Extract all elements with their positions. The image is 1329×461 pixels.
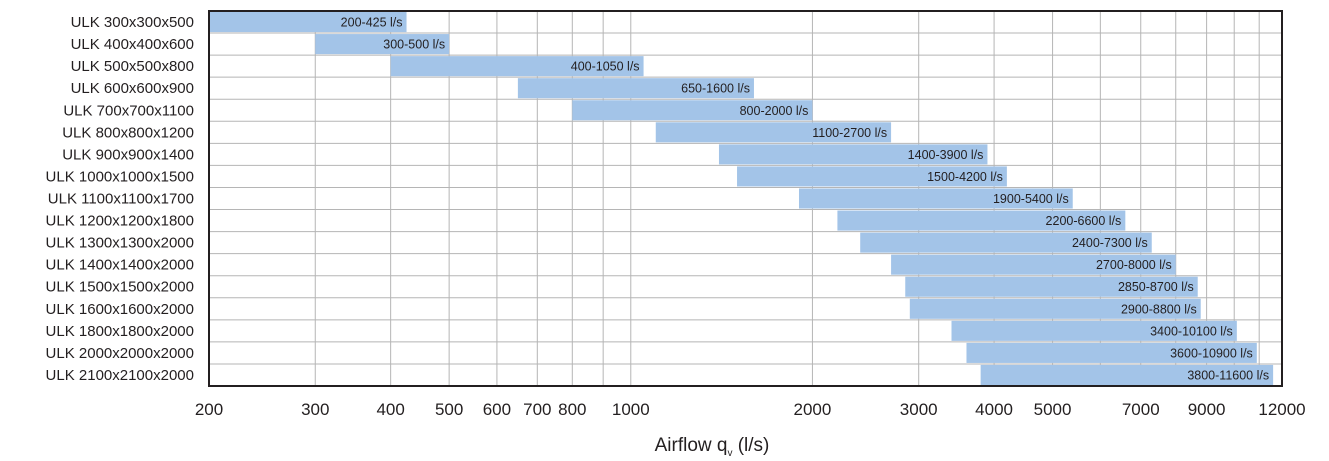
bar-data-label: 2850-8700 l/s bbox=[1118, 280, 1194, 294]
bar-labels: 200-425 l/s 300-500 l/s 400-1050 l/s 650-16… bbox=[341, 16, 1269, 383]
x-tick-label: 2000 bbox=[794, 400, 832, 419]
x-tick-label: 3000 bbox=[900, 400, 938, 419]
range-bar bbox=[905, 276, 1198, 297]
range-bar bbox=[966, 342, 1257, 363]
bar-data-label: 400-1050 l/s bbox=[571, 60, 640, 74]
bar-data-label: 1100-2700 l/s bbox=[812, 126, 887, 140]
range-bar bbox=[837, 210, 1126, 231]
range-bar bbox=[980, 364, 1274, 385]
category-label: ULK 1100x1100x1700 bbox=[48, 191, 194, 208]
range-bar bbox=[655, 122, 892, 143]
x-tick-label: 1000 bbox=[612, 400, 650, 419]
category-label: ULK 300x300x500 bbox=[71, 14, 194, 31]
category-label: ULK 800x800x1200 bbox=[62, 124, 194, 141]
category-label: ULK 1000x1000x1500 bbox=[46, 168, 194, 185]
x-tick-label: 800 bbox=[558, 400, 586, 419]
category-label: ULK 700x700x1100 bbox=[63, 102, 194, 119]
range-bar bbox=[517, 78, 754, 99]
range-bar bbox=[909, 298, 1201, 319]
category-label: ULK 2100x2100x2000 bbox=[46, 367, 194, 384]
bar-data-label: 1400-3900 l/s bbox=[908, 148, 984, 162]
x-tick-label: 500 bbox=[435, 400, 463, 419]
bar-data-label: 1500-4200 l/s bbox=[927, 170, 1003, 184]
range-bar bbox=[860, 232, 1152, 253]
category-label: ULK 2000x2000x2000 bbox=[46, 345, 194, 362]
category-labels: ULK 300x300x500 ULK 400x400x600 ULK 500x50… bbox=[46, 14, 194, 384]
bar-data-label: 2200-6600 l/s bbox=[1046, 214, 1122, 228]
bar-data-label: 2400-7300 l/s bbox=[1072, 236, 1148, 250]
category-label: ULK 1300x1300x2000 bbox=[46, 235, 194, 252]
category-label: ULK 1200x1200x1800 bbox=[46, 213, 194, 230]
x-axis-title-unit: (l/s) bbox=[732, 435, 769, 456]
bars bbox=[209, 12, 1274, 385]
x-tick-label: 12000 bbox=[1258, 400, 1305, 419]
x-tick-label: 5000 bbox=[1034, 400, 1072, 419]
bar-data-label: 800-2000 l/s bbox=[740, 104, 809, 118]
category-label: ULK 400x400x600 bbox=[71, 36, 194, 53]
x-tick-label: 400 bbox=[376, 400, 404, 419]
category-label: ULK 1600x1600x2000 bbox=[46, 301, 194, 318]
bar-data-label: 2700-8000 l/s bbox=[1096, 258, 1172, 272]
x-tick-label: 4000 bbox=[975, 400, 1013, 419]
x-axis-title-subscript: v bbox=[727, 448, 732, 459]
x-axis-title-main: Airflow q bbox=[655, 435, 728, 456]
bar-data-label: 650-1600 l/s bbox=[681, 82, 750, 96]
category-label: ULK 1800x1800x2000 bbox=[46, 323, 194, 340]
row-lines bbox=[209, 32, 1282, 365]
range-bar bbox=[390, 56, 644, 77]
x-tick-label: 300 bbox=[301, 400, 329, 419]
bar-data-label: 200-425 l/s bbox=[341, 16, 403, 30]
range-bar bbox=[209, 12, 407, 33]
bar-data-label: 3800-11600 l/s bbox=[1187, 368, 1269, 382]
range-bar bbox=[572, 100, 813, 121]
range-bar bbox=[718, 144, 988, 165]
category-label: ULK 900x900x1400 bbox=[62, 146, 194, 163]
plot-frame bbox=[208, 10, 1283, 387]
range-bar bbox=[951, 320, 1237, 341]
x-tick-labels: 200 300 400 500 600 700 800 1000 2000 3000 4000 500… bbox=[195, 400, 1306, 419]
bar-data-label: 3600-10900 l/s bbox=[1170, 346, 1253, 360]
range-bar bbox=[891, 254, 1176, 275]
x-axis-title: Airflow qv (l/s) bbox=[655, 435, 770, 459]
bar-data-label: 3400-10100 l/s bbox=[1150, 324, 1233, 338]
category-label: ULK 1400x1400x2000 bbox=[46, 257, 194, 274]
x-tick-label: 7000 bbox=[1122, 400, 1160, 419]
range-bar bbox=[737, 166, 1007, 187]
range-bar bbox=[798, 188, 1073, 209]
category-label: ULK 1500x1500x2000 bbox=[46, 279, 194, 296]
x-tick-label: 200 bbox=[195, 400, 223, 419]
x-tick-label: 700 bbox=[523, 400, 551, 419]
bar-data-label: 300-500 l/s bbox=[383, 38, 445, 52]
range-bar bbox=[315, 34, 450, 55]
category-label: ULK 500x500x800 bbox=[71, 58, 194, 75]
bar-data-label: 2900-8800 l/s bbox=[1121, 302, 1197, 316]
x-tick-label: 600 bbox=[483, 400, 511, 419]
x-tick-label: 9000 bbox=[1188, 400, 1226, 419]
bar-data-label: 1900-5400 l/s bbox=[993, 192, 1069, 206]
category-label: ULK 600x600x900 bbox=[71, 80, 194, 97]
